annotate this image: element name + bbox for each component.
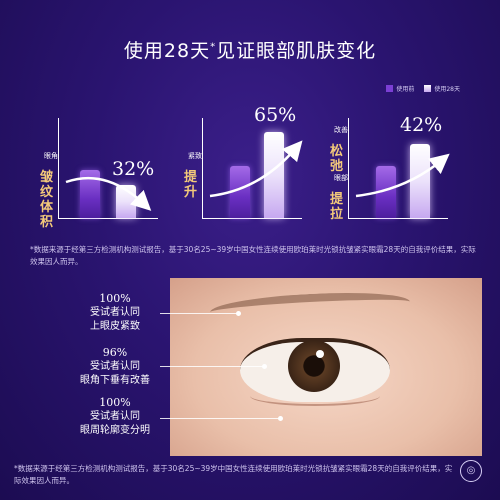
pointer-line: [160, 418, 280, 419]
disclaimer-note-bottom: *数据来源于经第三方检测机构测试报告，基于30名25~39岁中国女性连续使用欧珀…: [14, 464, 453, 485]
pointer-dot: [262, 364, 267, 369]
legend-item-before: 使用前: [386, 84, 414, 93]
legend-swatch-before: [386, 85, 394, 92]
disclaimer-note: *数据来源于经第三方检测机构测试报告，基于30名25~39岁中国女性连续使用欧珀…: [30, 245, 476, 266]
legend-swatch-after: [424, 85, 432, 92]
chart-small-label: 改善: [334, 126, 348, 134]
percent-label: 32%: [112, 158, 155, 180]
chart-small-label: 眼角: [44, 152, 58, 160]
x-axis: [348, 218, 448, 219]
bar-after: [264, 132, 284, 218]
chart-sagging-lift: 改善 松弛 眼部 提拉 42%: [326, 108, 454, 228]
chart-small-label-2: 眼部: [334, 174, 348, 182]
y-axis: [202, 118, 203, 218]
pointer-dot: [236, 311, 241, 316]
eye-photo: [170, 278, 482, 456]
chart-wrinkle-volume: 眼角 皱纹体积 32%: [36, 108, 164, 230]
eyebrow: [209, 288, 411, 326]
bar-before: [376, 166, 396, 218]
claim-eye-corner: 96% 受试者认同 眼角下垂有改善: [80, 346, 150, 386]
chart-legend: 使用前 使用28天: [386, 84, 460, 93]
lower-eyelid: [250, 386, 380, 406]
y-axis: [348, 118, 349, 218]
claim-eye-contour: 100% 受试者认同 眼周轮廓变分明: [80, 396, 150, 436]
bar-before: [80, 170, 100, 218]
bar-after: [410, 144, 430, 218]
x-axis: [202, 218, 302, 219]
pointer-dot: [278, 416, 283, 421]
chart-big-label: 皱纹体积: [40, 170, 54, 230]
eye-glint: [316, 350, 324, 358]
legend-item-after: 使用28天: [424, 84, 460, 93]
chart-small-label: 紧致: [188, 152, 202, 160]
percent-label: 65%: [254, 104, 297, 126]
percent-label: 42%: [400, 114, 443, 136]
pointer-line: [160, 313, 238, 314]
x-axis: [58, 218, 158, 219]
bar-after: [116, 185, 136, 218]
chart-big-label: 提升: [184, 170, 198, 200]
chart-big-label: 松弛: [330, 144, 344, 174]
y-axis: [58, 118, 59, 218]
chart-firming-lift: 紧致 提升 65%: [180, 104, 308, 228]
chart-big-label-2: 提拉: [330, 192, 344, 222]
bar-before: [230, 166, 250, 218]
brand-logo-icon: ◎: [460, 460, 482, 482]
page-title: 使用28天*见证眼部肌肤变化: [123, 40, 377, 62]
iris: [288, 340, 340, 392]
pointer-line: [160, 366, 264, 367]
claim-upper-eyelid: 100% 受试者认同 上眼皮紧致: [90, 292, 140, 332]
